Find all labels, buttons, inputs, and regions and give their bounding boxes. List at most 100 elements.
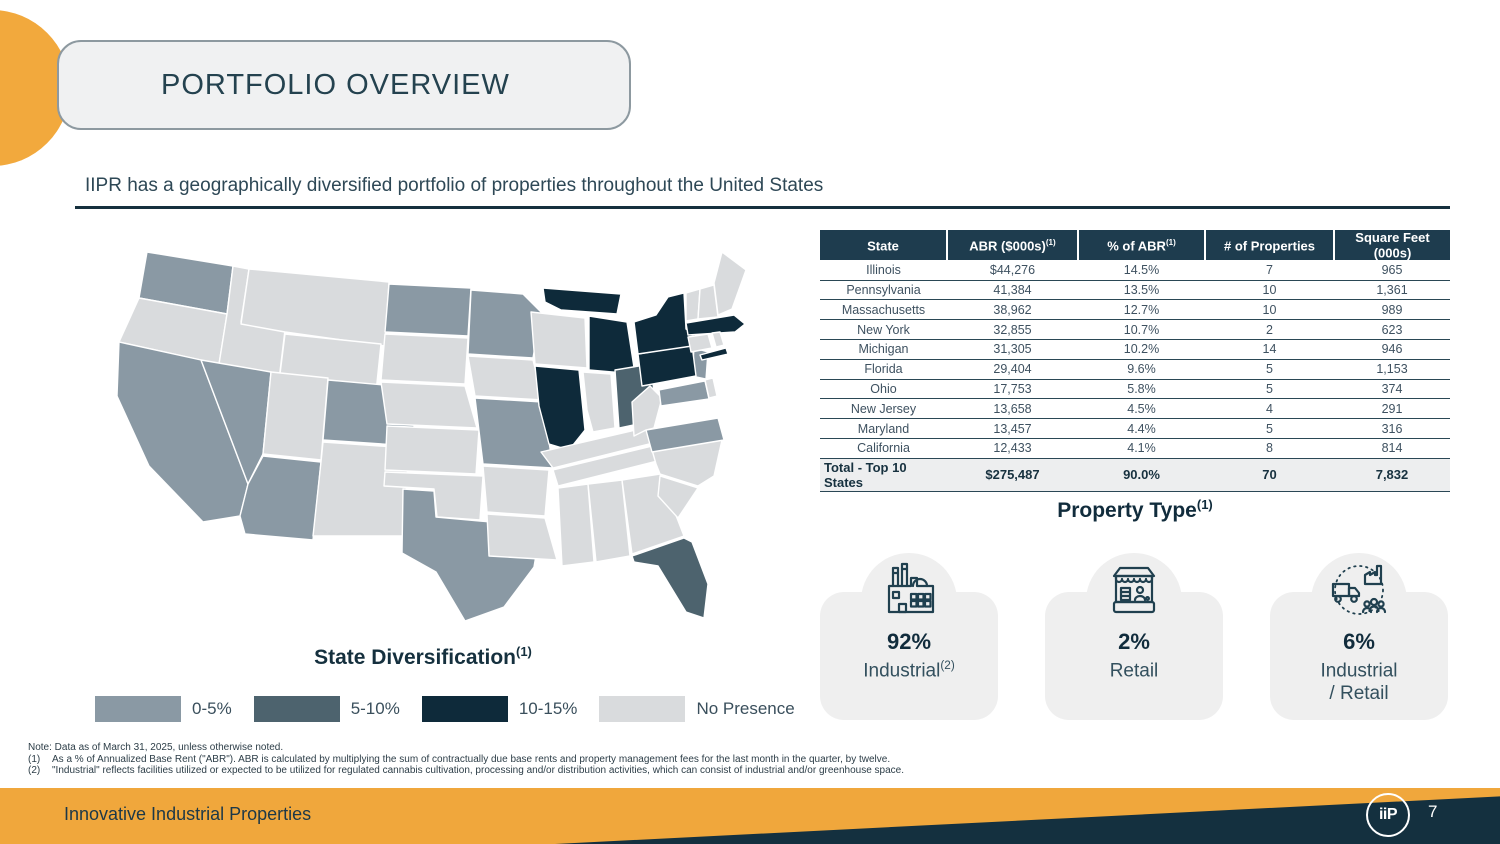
legend-label: 5-10% [350, 699, 400, 718]
state-shape [685, 314, 746, 336]
cell-value: 5 [1205, 418, 1334, 439]
table-row: Pennsylvania 41,384 13.5% 10 1,361 [820, 280, 1450, 301]
cell-state: Michigan [820, 339, 947, 360]
cell-value: 9.6% [1078, 359, 1205, 380]
cell-state: Illinois [820, 260, 947, 281]
cell-value: 17,753 [947, 379, 1078, 400]
storefront-icon [1102, 558, 1166, 622]
cell-state: Massachusetts [820, 299, 947, 321]
state-shape [587, 479, 631, 563]
divider-rule [75, 206, 1450, 209]
table-row: Ohio 17,753 5.8% 5 374 [820, 379, 1450, 400]
cell-state: Maryland [820, 418, 947, 439]
factory-icon [877, 558, 941, 622]
cell-value: 946 [1334, 339, 1450, 360]
state-shape [621, 473, 685, 555]
cell-state: Ohio [820, 379, 947, 400]
table-total-row: Total - Top 10 States $275,487 90.0% 70 … [820, 458, 1450, 492]
map-caption-text: State Diversification [314, 646, 516, 669]
property-type-title-sup: (1) [1196, 497, 1213, 512]
total-pct-abr: 90.0% [1078, 458, 1205, 492]
cell-value: 291 [1334, 398, 1450, 420]
cell-value: 989 [1334, 299, 1450, 321]
table-row: New Jersey 13,658 4.5% 4 291 [820, 398, 1450, 420]
cell-value: 5 [1205, 359, 1334, 380]
table-header: State ABR ($000s)(1) % of ABR(1) # of Pr… [820, 230, 1450, 261]
card-body [1045, 592, 1223, 720]
state-table-body: Illinois $44,276 14.5% 7 965 Pennsylvania 41,3… [820, 260, 1450, 459]
cell-value: 2 [1205, 319, 1334, 341]
legend-item: 5-10% [253, 696, 400, 722]
state-shape [711, 331, 725, 348]
cell-value: 4.4% [1078, 418, 1205, 439]
total-sqft: 7,832 [1334, 458, 1450, 492]
card-label: Industrial / Retail [1320, 660, 1398, 705]
card-body [820, 592, 998, 720]
state-shape [631, 385, 663, 437]
table-row: Illinois $44,276 14.5% 7 965 [820, 260, 1450, 281]
cell-value: 5 [1205, 379, 1334, 400]
total-properties: 70 [1205, 458, 1334, 492]
state-shape [582, 371, 616, 433]
property-card-retail: 2% Retail [1045, 553, 1223, 720]
state-shape [467, 355, 544, 401]
legend-label: No Presence [696, 699, 795, 718]
cell-state: Florida [820, 359, 947, 380]
cell-value: 965 [1334, 260, 1450, 281]
state-shape [380, 333, 469, 385]
table-row: Florida 29,404 9.6% 5 1,153 [820, 359, 1450, 380]
map-caption-sup: (1) [515, 644, 532, 659]
cell-value: 32,855 [947, 319, 1078, 341]
state-shape [657, 475, 699, 519]
cell-state: New York [820, 319, 947, 341]
logo-text: iiP [1378, 806, 1398, 823]
total-label: Total - Top 10 States [820, 458, 947, 492]
cell-value: 14.5% [1078, 260, 1205, 281]
state-shape [384, 283, 472, 337]
map-legend: 0-5% 5-10% 10-15% No Presence [95, 696, 817, 722]
state-shape [380, 381, 478, 429]
cell-value: 29,404 [947, 359, 1078, 380]
state-shape [687, 333, 713, 353]
cell-state: Pennsylvania [820, 280, 947, 301]
cell-value: 5.8% [1078, 379, 1205, 400]
state-shape [486, 513, 558, 561]
cell-value: 1,361 [1334, 280, 1450, 301]
cell-value: 4 [1205, 398, 1334, 420]
state-shape [699, 347, 729, 361]
card-percentage: 6% [1343, 629, 1375, 654]
property-type-title-text: Property Type [1057, 499, 1197, 522]
page-title: PORTFOLIO OVERVIEW [161, 68, 510, 101]
state-shape [530, 311, 588, 369]
cell-value: 31,305 [947, 339, 1078, 360]
table-row: Massachusetts 38,962 12.7% 10 989 [820, 299, 1450, 321]
state-shape [704, 377, 718, 399]
legend-swatch [421, 696, 508, 722]
legend-label: 0-5% [192, 699, 232, 718]
cell-value: 12.7% [1078, 299, 1205, 321]
cell-value: 814 [1334, 438, 1450, 459]
table-row: California 12,433 4.1% 8 814 [820, 438, 1450, 459]
col-header-properties: # of Properties [1204, 230, 1334, 261]
footnotes: Note: Data as of March 31, 2025, unless … [28, 742, 1278, 777]
state-shape [645, 417, 725, 453]
card-percentage: 92% [886, 629, 932, 654]
state-shape [482, 465, 550, 517]
cell-value: 38,962 [947, 299, 1078, 321]
state-shape [401, 488, 542, 622]
cell-value: 10.7% [1078, 319, 1205, 341]
cell-state: New Jersey [820, 398, 947, 420]
cell-value: 4.1% [1078, 438, 1205, 459]
legend-swatch [253, 696, 340, 722]
cell-value: 10 [1205, 280, 1334, 301]
cell-value: 1,153 [1334, 359, 1450, 380]
table-row: New York 32,855 10.7% 2 623 [820, 319, 1450, 341]
cell-value: 10.2% [1078, 339, 1205, 360]
map-caption: State Diversification(1) [85, 644, 761, 670]
subtitle: IIPR has a geographically diversified po… [85, 175, 824, 196]
cell-value: 4.5% [1078, 398, 1205, 420]
legend-item: No Presence [599, 696, 795, 722]
footer-brand: Innovative Industrial Properties [64, 804, 312, 824]
col-header-sqft: Square Feet (000s) [1333, 230, 1450, 261]
